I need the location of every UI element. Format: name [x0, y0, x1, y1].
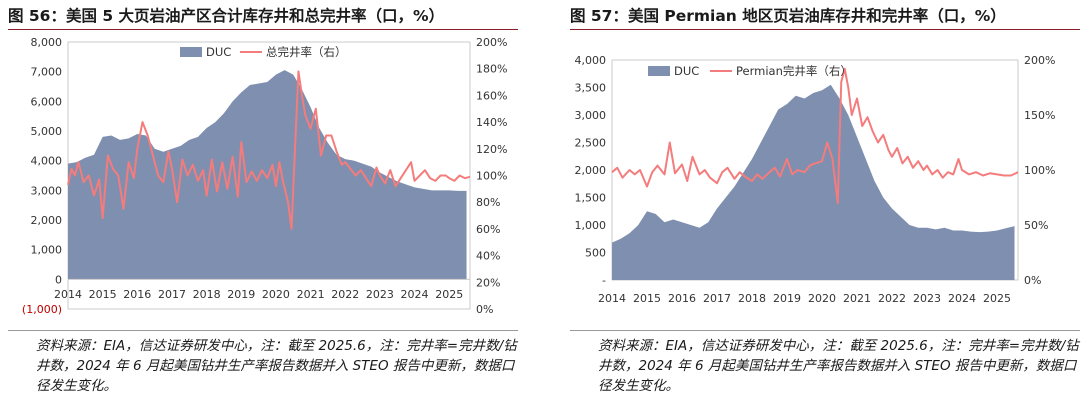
completion-rate-line	[67, 70, 471, 230]
source-rule	[8, 330, 518, 331]
y-left-tick-label: -	[602, 274, 606, 287]
x-tick-label: 2017	[158, 288, 186, 301]
y-right-tick-label: 100%	[476, 170, 507, 183]
y-right-tick-label: 80%	[476, 196, 500, 209]
y-left-tick-label: 2,500	[575, 137, 607, 150]
y-left-tick-label: 0	[55, 273, 62, 286]
y-left-tick-label: 5,000	[31, 125, 63, 138]
y-left-tick-label: 3,000	[31, 184, 63, 197]
title-rule	[570, 29, 1080, 30]
x-tick-label: 2024	[948, 292, 976, 305]
x-tick-label: 2019	[773, 292, 801, 305]
y-left-tick-label: 2,000	[575, 164, 607, 177]
x-tick-label: 2018	[193, 288, 221, 301]
x-tick-label: 2022	[878, 292, 906, 305]
legend-label: DUC	[206, 45, 231, 59]
y-left-tick-label: 4,000	[575, 54, 607, 67]
y-right-tick-label: 120%	[476, 143, 507, 156]
x-tick-label: 2022	[331, 288, 359, 301]
x-tick-label: 2018	[738, 292, 766, 305]
duc-area	[68, 70, 467, 280]
y-right-tick-label: 0%	[1024, 274, 1041, 287]
y-right-tick-label: 140%	[476, 116, 507, 129]
legend-label: DUC	[674, 64, 699, 78]
y-left-tick-label: 2,000	[31, 214, 63, 227]
y-left-tick-label: 8,000	[31, 36, 63, 49]
y-right-tick-label: 60%	[476, 223, 500, 236]
y-left-tick-label: 3,000	[575, 109, 607, 122]
y-left-tick-label: 1,500	[575, 192, 607, 205]
chart-left: 8,000 7,000 6,000 5,000 4,000 3,000 2,000 1,000…	[8, 34, 523, 324]
x-tick-label: 2025	[435, 288, 463, 301]
chart-left-svg: 8,000 7,000 6,000 5,000 4,000 3,000 2,000 1,000…	[22, 36, 508, 316]
figure-title: 图 56：美国 5 大页岩油产区合计库存井和总完井率（口，%）	[8, 7, 445, 25]
x-tick-label: 2015	[89, 288, 117, 301]
y-right-tick-label: 150%	[1024, 109, 1055, 122]
legend-swatch-area	[180, 47, 202, 57]
right-panel: 图 57：美国 Permian 地区页岩油库存井和完井率（口，%） 4,000 3…	[570, 0, 1088, 405]
legend-label: Permian完井率（右）	[736, 64, 852, 78]
x-tick-label: 2015	[633, 292, 661, 305]
x-tick-label: 2021	[843, 292, 871, 305]
completion-rate-line	[611, 67, 1019, 204]
y-left-tick-label: 1,000	[31, 244, 63, 257]
y-right-tick-label: 50%	[1024, 219, 1048, 232]
x-tick-label: 2020	[808, 292, 836, 305]
x-tick-label: 2019	[227, 288, 255, 301]
legend-label: 总完井率（右）	[266, 45, 347, 59]
left-panel: 图 56：美国 5 大页岩油产区合计库存井和总完井率（口，%） 8,000 7,0…	[8, 0, 538, 405]
y-left-tick-label: (1,000)	[22, 303, 62, 316]
y-right-tick-label: 160%	[476, 89, 507, 102]
x-tick-label: 2021	[297, 288, 325, 301]
y-right-tick-label: 20%	[476, 276, 500, 289]
source-rule	[570, 330, 1080, 331]
chart-right-svg: 4,000 3,500 3,000 2,500 2,000 1,500 1,000 500 - 2…	[575, 54, 1056, 305]
y-left-tick-label: 500	[585, 247, 606, 260]
x-tick-label: 2016	[123, 288, 151, 301]
y-left-tick-label: 7,000	[31, 66, 63, 79]
title-rule	[8, 29, 518, 30]
x-tick-label: 2014	[54, 288, 82, 301]
figure-title: 图 57：美国 Permian 地区页岩油库存井和完井率（口，%）	[570, 7, 1006, 25]
x-tick-label: 2023	[366, 288, 394, 301]
y-left-tick-label: 3,500	[575, 82, 607, 95]
x-tick-label: 2023	[913, 292, 941, 305]
x-tick-label: 2024	[401, 288, 429, 301]
y-right-tick-label: 200%	[1024, 54, 1055, 67]
y-left-tick-label: 4,000	[31, 155, 63, 168]
y-left-tick-label: 1,000	[575, 219, 607, 232]
y-right-tick-label: 0%	[476, 303, 493, 316]
y-right-tick-label: 40%	[476, 250, 500, 263]
x-tick-label: 2016	[668, 292, 696, 305]
y-left-tick-label: 6,000	[31, 95, 63, 108]
y-right-tick-label: 180%	[476, 63, 507, 76]
y-right-tick-label: 200%	[476, 36, 507, 49]
y-right-tick-label: 100%	[1024, 164, 1055, 177]
x-tick-label: 2025	[983, 292, 1011, 305]
legend-swatch-area	[648, 66, 670, 76]
chart-right: 4,000 3,500 3,000 2,500 2,000 1,500 1,000 500 - 2…	[570, 34, 1085, 324]
x-tick-label: 2014	[598, 292, 626, 305]
duc-area	[612, 84, 1015, 280]
source-note: 资料来源：EIA，信达证券研发中心，注：截至 2025.6，注：完井率=完井数/…	[598, 338, 1079, 394]
source-note: 资料来源：EIA，信达证券研发中心，注：截至 2025.6，注：完井率=完井数/…	[36, 338, 517, 394]
x-tick-label: 2017	[703, 292, 731, 305]
x-tick-label: 2020	[262, 288, 290, 301]
